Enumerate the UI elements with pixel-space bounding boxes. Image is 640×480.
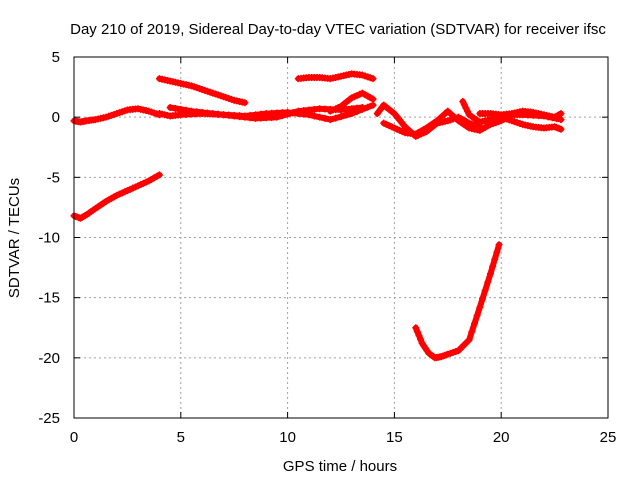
- data-point: [495, 241, 503, 249]
- data-point: [557, 125, 565, 133]
- data-point: [284, 110, 292, 118]
- series-seg-g: [326, 89, 377, 115]
- data-point: [557, 116, 565, 124]
- x-tick-label: 0: [70, 429, 78, 446]
- data-point: [476, 303, 484, 311]
- data-point: [321, 114, 329, 122]
- data-point: [462, 104, 470, 112]
- data-point: [479, 295, 487, 303]
- y-tick-label: -25: [38, 410, 60, 427]
- y-tick-label: -20: [38, 350, 60, 367]
- data-point: [326, 116, 334, 124]
- data-point: [289, 109, 297, 117]
- data-point: [489, 262, 497, 270]
- data-point: [369, 101, 377, 109]
- data-point: [337, 113, 345, 121]
- data-point: [369, 75, 377, 83]
- x-axis-label: GPS time / hours: [283, 458, 397, 475]
- data-series: [70, 70, 565, 362]
- x-tick-label: 20: [493, 429, 510, 446]
- y-tick-label: 0: [52, 109, 60, 126]
- data-point: [417, 335, 425, 343]
- data-point: [310, 112, 318, 120]
- series-seg-l: [412, 241, 503, 362]
- data-point: [316, 113, 324, 121]
- series-seg-a: [70, 105, 163, 126]
- data-point: [171, 104, 179, 112]
- y-tick-label: 5: [52, 49, 60, 66]
- y-tick-label: -15: [38, 290, 60, 307]
- x-tick-label: 10: [279, 429, 296, 446]
- data-point: [177, 105, 185, 113]
- data-point: [484, 278, 492, 286]
- axis-ticks: 0 5 10 15 20 25 -25 -20 -15 -10 -5 0 5: [38, 49, 616, 446]
- data-point: [557, 110, 565, 118]
- chart-title: Day 210 of 2019, Sidereal Day-to-day VTE…: [70, 21, 606, 38]
- data-point: [412, 324, 420, 332]
- y-tick-label: -10: [38, 230, 60, 247]
- x-tick-label: 5: [177, 429, 185, 446]
- data-point: [241, 99, 249, 107]
- data-point: [415, 332, 423, 340]
- series-seg-c: [155, 75, 249, 107]
- data-point: [465, 336, 473, 344]
- series-seg-b: [70, 171, 163, 222]
- data-point: [555, 110, 563, 118]
- x-tick-label: 25: [600, 429, 617, 446]
- data-point: [369, 95, 377, 103]
- data-point: [166, 104, 174, 112]
- data-point: [81, 212, 89, 220]
- data-point: [155, 171, 163, 179]
- x-tick-label: 15: [386, 429, 403, 446]
- data-point: [332, 114, 340, 122]
- data-point: [471, 320, 478, 328]
- data-point: [358, 104, 366, 112]
- data-point: [493, 248, 501, 256]
- y-axis-label: SDTVAR / TECUs: [6, 178, 23, 298]
- series-seg-f: [294, 70, 377, 83]
- series-seg-j: [459, 98, 565, 133]
- data-point: [473, 311, 481, 319]
- series-seg-k: [476, 107, 565, 121]
- data-point: [487, 270, 495, 278]
- data-point: [182, 106, 190, 114]
- data-point: [459, 98, 467, 106]
- data-point: [413, 328, 421, 336]
- data-point: [468, 328, 476, 336]
- y-tick-label: -5: [47, 169, 60, 186]
- data-point: [464, 107, 472, 115]
- data-point: [481, 286, 489, 294]
- data-point: [491, 255, 499, 263]
- series-trace: [412, 241, 503, 361]
- data-point: [273, 113, 281, 121]
- data-point: [278, 112, 286, 120]
- data-point: [460, 101, 468, 109]
